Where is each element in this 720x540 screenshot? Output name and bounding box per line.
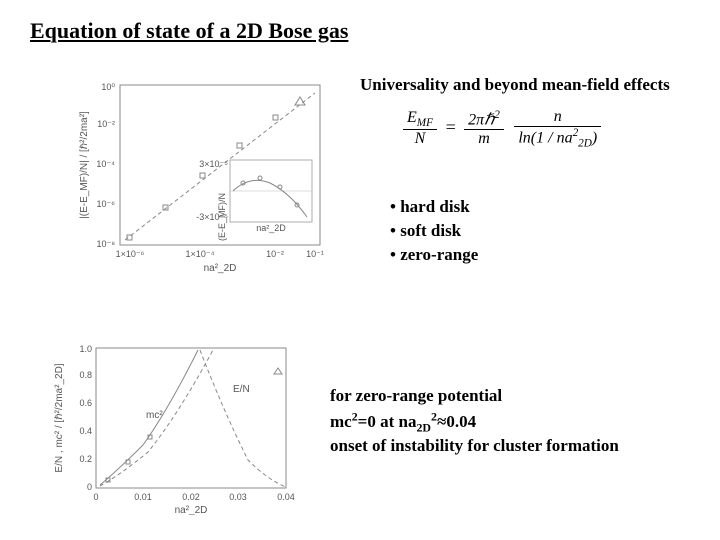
y-ticks-2: 0 0.2 0.4 0.6 0.8 1.0 — [79, 344, 92, 492]
x-ticks: 1×10⁻⁶ 1×10⁻⁴ 10⁻² 10⁻¹ — [116, 249, 324, 259]
svg-text:10⁻²: 10⁻² — [97, 119, 115, 129]
bullet-soft-disk: soft disk — [400, 221, 461, 240]
svg-text:3×10⁻⁵: 3×10⁻⁵ — [199, 159, 228, 169]
y-axis-label-2: E/N , mc² / [ℏ²/2ma²_2D] — [54, 363, 65, 472]
svg-text:10⁰: 10⁰ — [101, 82, 115, 92]
svg-text:0.8: 0.8 — [79, 370, 92, 380]
zero-range-text: for zero-range potential mc2=0 at na2D2≈… — [330, 385, 619, 458]
zr-line1: for zero-range potential — [330, 386, 502, 405]
svg-text:10⁻¹: 10⁻¹ — [306, 249, 324, 259]
svg-text:0: 0 — [93, 492, 98, 502]
x-ticks-2: 0 0.01 0.02 0.03 0.04 — [93, 492, 294, 502]
svg-text:10⁻²: 10⁻² — [266, 249, 284, 259]
x-axis-label: na²_2D — [204, 263, 237, 274]
mc2-label: mc² — [146, 410, 163, 421]
svg-text:1.0: 1.0 — [79, 344, 92, 354]
zr-line3: onset of instability for cluster formati… — [330, 436, 619, 455]
svg-text:0.03: 0.03 — [229, 492, 247, 502]
svg-text:0: 0 — [87, 482, 92, 492]
zr-line2: mc2=0 at na2D2≈0.04 — [330, 412, 476, 431]
svg-text:0.01: 0.01 — [134, 492, 152, 502]
chart-beyond-mf: 10⁻⁸ 10⁻⁶ 10⁻⁴ 10⁻² 10⁰ 1×10⁻⁶ 1×10⁻⁴ 10… — [75, 75, 335, 275]
svg-text:1×10⁻⁶: 1×10⁻⁶ — [116, 249, 145, 259]
svg-text:0.4: 0.4 — [79, 426, 92, 436]
en-label: E/N — [233, 384, 250, 395]
svg-text:0.6: 0.6 — [79, 398, 92, 408]
subtitle: Universality and beyond mean-field effec… — [360, 75, 670, 95]
equals: = — [444, 117, 456, 137]
svg-text:1×10⁻⁴: 1×10⁻⁴ — [186, 249, 215, 259]
y-ticks: 10⁻⁸ 10⁻⁶ 10⁻⁴ 10⁻² 10⁰ — [96, 82, 115, 249]
svg-text:-3×10⁻⁵: -3×10⁻⁵ — [196, 212, 228, 222]
x-axis-label-2: na²_2D — [175, 505, 208, 515]
chart-eos: 0 0.2 0.4 0.6 0.8 1.0 0 0.01 0.02 0.03 0… — [48, 340, 298, 515]
svg-text:10⁻⁸: 10⁻⁸ — [96, 239, 115, 249]
plot-frame-2 — [96, 348, 286, 488]
bullet-hard-disk: hard disk — [400, 197, 469, 216]
bullet-zero-range: zero-range — [400, 245, 478, 264]
svg-text:0.02: 0.02 — [182, 492, 200, 502]
svg-text:na²_2D: na²_2D — [256, 223, 286, 233]
potential-type-list: • hard disk • soft disk • zero-range — [390, 195, 478, 266]
mean-field-equation: EMF N = 2πℏ2 m n ln(1 / na22D) — [400, 108, 604, 150]
y-axis-label: |(E-E_MF)/N| / [ℏ²/2ma²] — [79, 111, 90, 219]
svg-text:0.04: 0.04 — [277, 492, 295, 502]
svg-text:10⁻⁶: 10⁻⁶ — [97, 199, 116, 209]
svg-text:10⁻⁴: 10⁻⁴ — [96, 159, 115, 169]
svg-text:0.2: 0.2 — [79, 454, 92, 464]
page-title: Equation of state of a 2D Bose gas — [30, 18, 348, 44]
